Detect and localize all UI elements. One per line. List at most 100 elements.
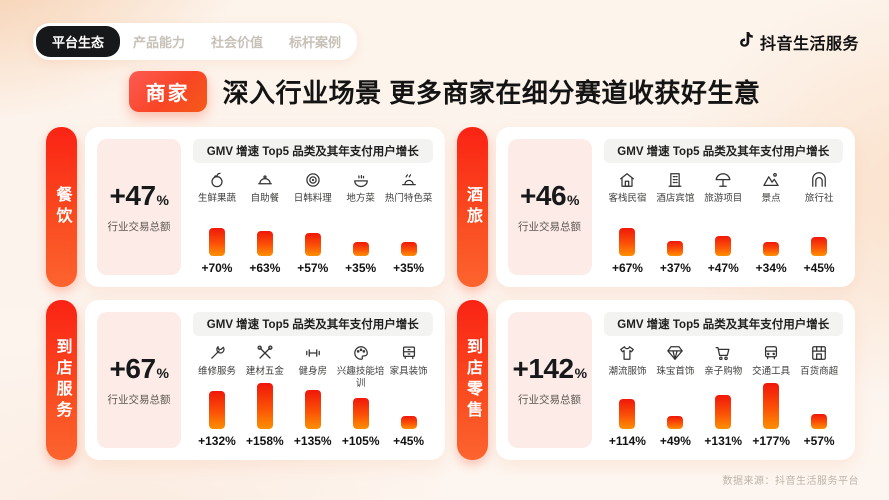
bar-value-label: +158% [246,434,284,448]
chart-bar [304,233,321,256]
fruit-icon [207,170,227,190]
industry-growth-value: +142% [512,353,587,384]
industry-summary-box: +142% 行业交易总额 [507,312,592,448]
industry-growth-caption: 行业交易总额 [107,221,171,233]
brand-name: 抖音生活服务 [759,35,859,53]
chart-title: GMV 增速 Top5 品类及其年支付用户增长 [603,139,843,163]
chart-column: 珠宝首饰 +49% [651,341,699,448]
industry-card: +142% 行业交易总额 GMV 增速 Top5 品类及其年支付用户增长 潮流服… [495,300,855,460]
special-dish-icon [399,170,419,190]
douyin-note-icon [736,30,755,54]
chart-column: 百货商超 +57% [795,341,843,448]
industry-tab-4: 到店零售 [456,300,488,460]
bar-value-label: +49% [659,434,691,448]
chart-column: 日韩料理 +57% [289,168,337,275]
industry-tab-3: 到店服务 [46,300,77,460]
bar-value-label: +35% [393,261,425,275]
chart-bar [811,414,828,429]
chart-column: 景点 +34% [747,168,795,275]
bar-value-label: +70% [201,261,233,275]
local-dish-icon [351,170,371,190]
chart-columns: 潮流服饰 +114% 珠宝首饰 +49% 亲子购物 +131% 交通工具 +17… [604,336,844,448]
industry-summary-box: +67% 行业交易总额 [97,312,181,448]
category-label: 日韩料理 [293,193,332,204]
furniture-icon [399,343,419,363]
panels-grid: 餐饮 +47% 行业交易总额 GMV 增速 Top5 品类及其年支付用户增长 生… [46,127,855,460]
industry-growth-value: +47% [109,180,169,211]
chart-column: 旅行社 +45% [795,168,843,275]
industry-summary-box: +46% 行业交易总额 [507,139,592,275]
category-label: 健身房 [298,366,328,377]
chart-column: 潮流服饰 +114% [604,341,652,448]
chart-column: 建材五金 +158% [241,341,289,448]
industry-card: +47% 行业交易总额 GMV 增速 Top5 品类及其年支付用户增长 生鲜果蔬… [85,127,445,287]
chart-bar [352,398,369,429]
chart-bar [256,231,273,256]
nav-tabs: 平台生态 产品能力 社会价值 标杆案例 [33,23,358,60]
bar-value-label: +105% [341,434,380,448]
japan-korea-cuisine-icon [303,170,323,190]
chart-bar [811,237,828,256]
chart-bar [208,391,225,429]
chart-bar [400,242,417,256]
category-label: 客栈民宿 [608,193,647,204]
buffet-cloche-icon [255,170,275,190]
industry-summary-box: +47% 行业交易总额 [97,139,181,275]
nav-tab-1[interactable]: 平台生态 [36,26,121,57]
hotel-icon [665,170,685,190]
chart-column: 生鲜果蔬 +70% [193,168,241,275]
bar-value-label: +37% [659,261,691,275]
apparel-icon [617,343,637,363]
nav-tab-3[interactable]: 社会价值 [211,35,264,50]
gmv-chart: GMV 增速 Top5 品类及其年支付用户增长 生鲜果蔬 +70% 自助餐 +6… [193,139,433,275]
chart-bar [763,242,780,256]
industry-panel: 到店服务 +67% 行业交易总额 GMV 增速 Top5 品类及其年支付用户增长… [46,300,445,460]
bar-value-label: +47% [707,261,739,275]
bar-value-label: +132% [198,434,236,448]
chart-bar [763,383,780,429]
scenic-spot-icon [761,170,781,190]
industry-growth-value: +46% [520,180,579,211]
category-label: 家具装饰 [389,366,428,377]
chart-column: 自助餐 +63% [241,168,289,275]
bar-value-label: +45% [803,261,835,275]
category-label: 地方菜 [346,193,375,204]
training-palette-icon [351,343,371,363]
chart-bar [619,228,636,256]
industry-growth-value: +67% [109,353,169,384]
nav-tab-2[interactable]: 产品能力 [133,35,186,50]
chart-title: GMV 增速 Top5 品类及其年支付用户增长 [603,312,843,336]
bar-value-label: +135% [293,434,332,448]
travel-agency-icon [809,170,829,190]
industry-panel: 到店零售 +142% 行业交易总额 GMV 增速 Top5 品类及其年支付用户增… [456,300,855,460]
industry-card: +67% 行业交易总额 GMV 增速 Top5 品类及其年支付用户增长 维修服务… [85,300,445,460]
chart-columns: 生鲜果蔬 +70% 自助餐 +63% 日韩料理 +57% 地方菜 +35% 热门… [193,163,433,275]
industry-panel: 餐饮 +47% 行业交易总额 GMV 增速 Top5 品类及其年支付用户增长 生… [46,127,445,287]
chart-column: 兴趣技能培训 +105% [337,341,385,448]
inn-icon [617,170,637,190]
department-store-icon [809,343,829,363]
bar-value-label: +114% [608,434,646,448]
jewelry-icon [665,343,685,363]
category-label: 热门特色菜 [384,193,433,204]
category-label: 交通工具 [752,366,791,377]
category-label: 生鲜果蔬 [197,193,236,204]
industry-panel: 酒旅 +46% 行业交易总额 GMV 增速 Top5 品类及其年支付用户增长 客… [456,127,855,287]
chart-column: 客栈民宿 +67% [604,168,652,275]
chart-bar [715,236,732,256]
category-label: 自助餐 [250,193,280,204]
chart-column: 旅游项目 +47% [699,168,747,275]
chart-columns: 维修服务 +132% 建材五金 +158% 健身房 +135% 兴趣技能培训 +… [193,336,433,448]
bar-value-label: +177% [752,434,791,448]
headline: 商家 深入行业场景 更多商家在细分赛道收获好生意 [0,71,889,112]
industry-tab-1: 餐饮 [46,127,77,287]
chart-bar [208,228,225,256]
nav-tab-4[interactable]: 标杆案例 [289,35,342,50]
chart-column: 家具装饰 +45% [385,341,433,448]
category-label: 百货商超 [800,366,839,377]
category-label: 珠宝首饰 [656,366,695,377]
hardware-tools-icon [255,343,275,363]
chart-column: 酒店宾馆 +37% [651,168,699,275]
chart-bar [352,242,369,256]
